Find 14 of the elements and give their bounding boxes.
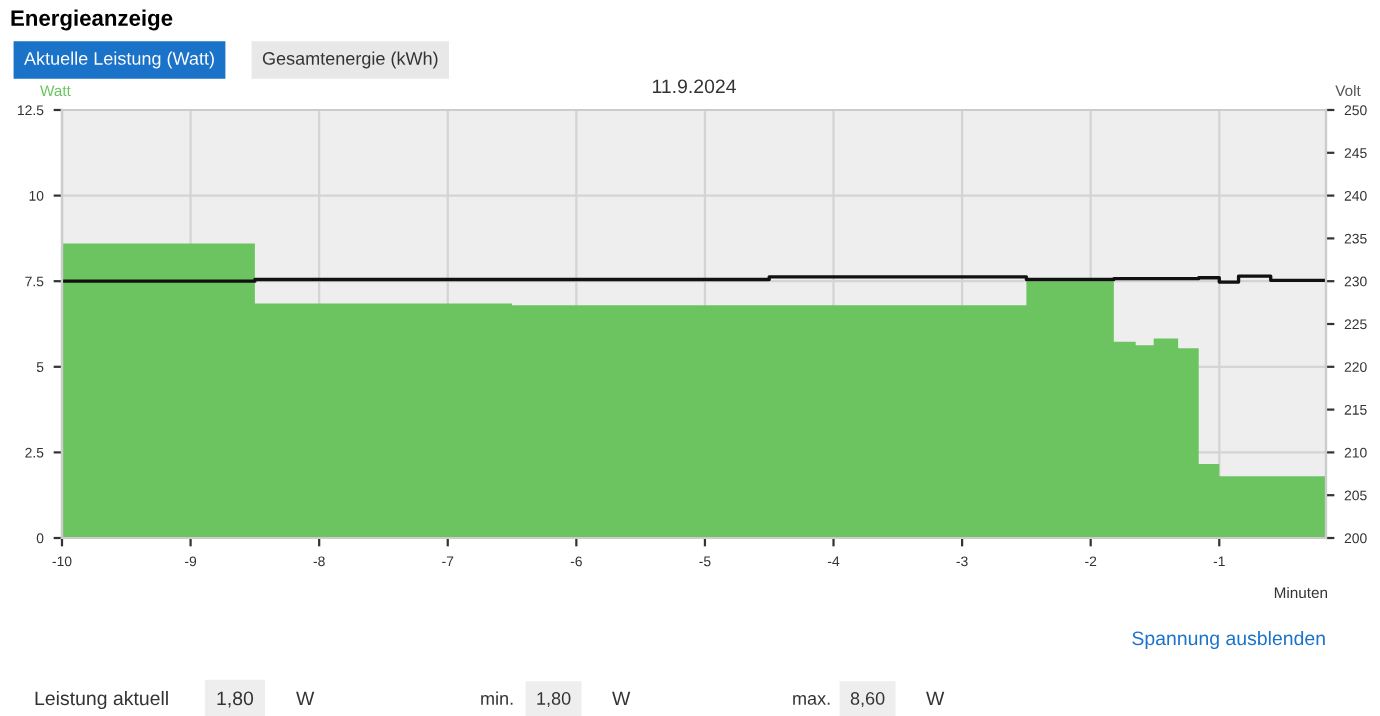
text: Spannung ausblenden (1132, 630, 1325, 650)
text: W (612, 691, 631, 706)
text: min. (481, 691, 513, 705)
text: Aktuelle Leistung (Watt) (24, 51, 214, 69)
text: 1,80 (537, 692, 571, 707)
text: Gesamtenergie (kWh) (262, 51, 438, 69)
text: Leistung aktuell (35, 690, 168, 710)
text: 1,80 (217, 691, 254, 708)
text: max. (793, 694, 830, 705)
chart-subtitle: 11.9.2024 (652, 79, 736, 94)
chart-title: Energieanzeige (11, 9, 173, 31)
text: 8,60 (850, 692, 885, 707)
text: W (296, 691, 315, 706)
text: W (926, 691, 945, 706)
